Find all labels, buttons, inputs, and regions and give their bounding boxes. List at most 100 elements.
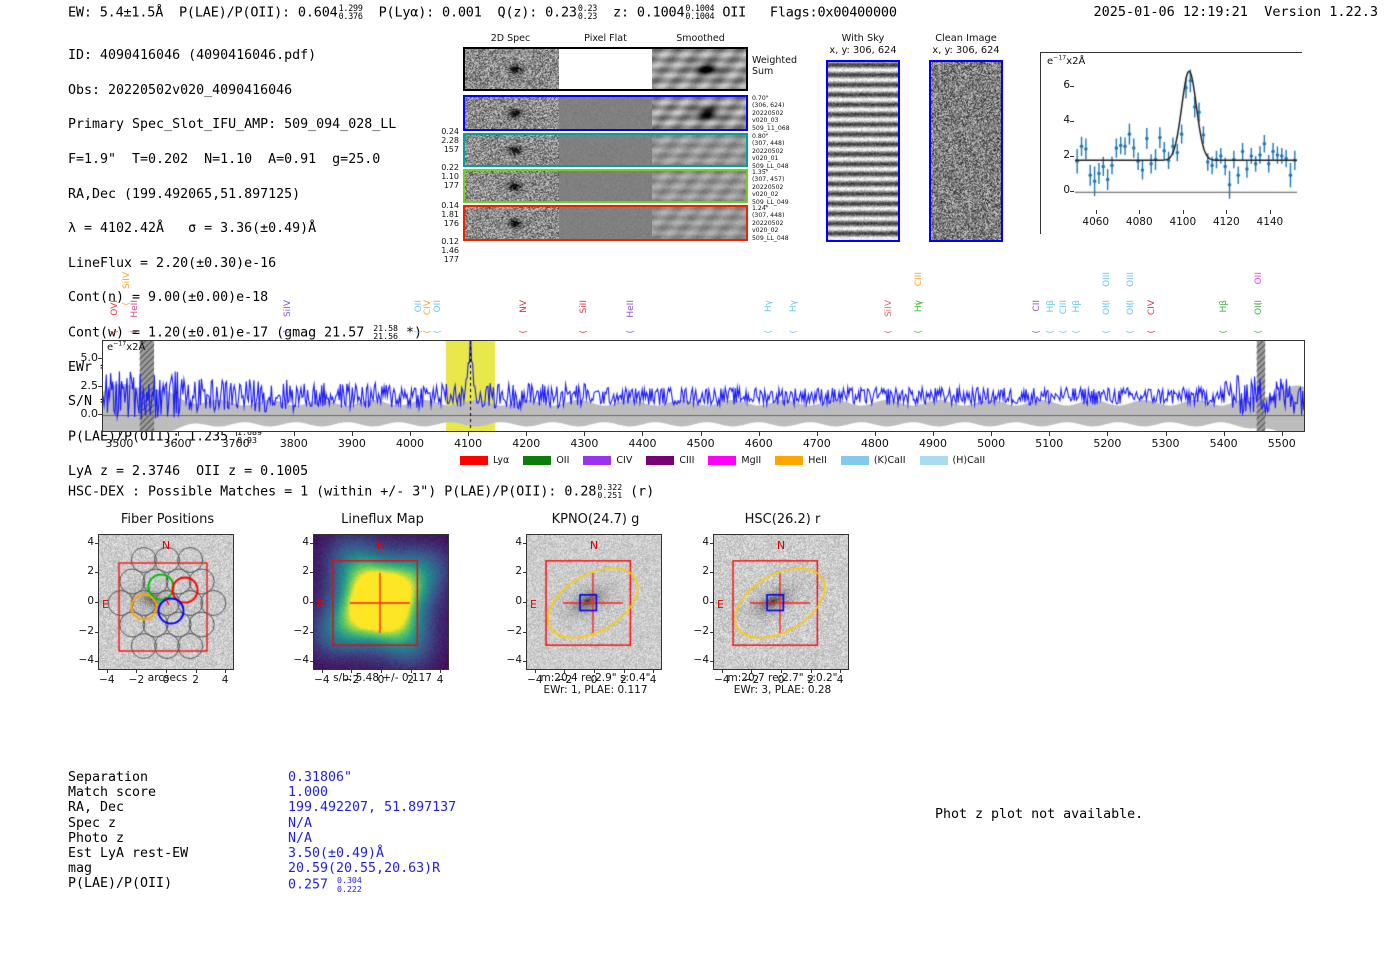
cutout-kpno-g: KPNO(24.7) g m:20.4 re:2.9" s:0.4" EWr: … (488, 512, 703, 712)
cutout-ytick: 0 (87, 595, 94, 607)
info-continuum-wide: Cont(w) = 1.20(±0.01)e-17 (gmag 21.57 21… (68, 323, 423, 342)
info-obs: Obs: 20220502v020_4090416046 (68, 82, 293, 98)
emission-line-tick-glyph: ( (1218, 330, 1229, 334)
emission-line-label: Hβ (1072, 300, 1083, 313)
stamp-image-clean (929, 60, 1003, 242)
weighted-sum-label: Weighted Sum (752, 55, 797, 77)
zoom-plot-ytick-mark (1070, 120, 1074, 122)
cutout-image-lineflux-map[interactable] (313, 534, 449, 670)
info-primary-spec-slot: Primary Spec_Slot_IFU_AMP: 509_094_028_L… (68, 117, 397, 133)
spectrum-xtick-mark (1165, 432, 1167, 436)
table-row-key: mag (68, 861, 93, 877)
emission-line-label: OIII (1254, 300, 1265, 316)
zoom-plot-xtick-mark (1182, 210, 1184, 214)
cutout-image-fiber-positions[interactable] (98, 534, 234, 670)
emission-line-tick-glyph: ( (110, 330, 121, 334)
cutout-ytick: −2 (693, 624, 709, 637)
emission-line-tick-glyph: ( (1059, 330, 1070, 334)
cutout-xtick-mark (321, 670, 323, 673)
table-row-value: 0.31806" (288, 770, 353, 785)
cutout-ytick-mark (710, 542, 713, 544)
spectrum-xtick-mark (177, 432, 179, 436)
cutout-ytick: 2 (515, 565, 522, 578)
spectrum-xtick: 4000 (396, 437, 424, 450)
table-row: Est LyA rest-EW 3.50(±0.49)Å (68, 846, 456, 861)
spectrum-xtick-mark (119, 432, 121, 436)
emission-line-tick-glyph: ( (518, 330, 529, 334)
legend-swatch (708, 456, 737, 465)
spectrum-xtick: 4200 (512, 437, 541, 450)
cutout-ytick-mark (710, 661, 713, 663)
emission-line-tick-glyph: ( (130, 330, 141, 334)
emission-line-label: OIII (1125, 300, 1136, 316)
spectrum-xtick: 4600 (744, 437, 773, 450)
table-row: mag 20.59(20.55,20.63)R (68, 861, 456, 876)
info-seeing-params: F=1.9" T=0.202 N=1.10 A=0.91 g=25.0 (68, 152, 381, 168)
cutout-xtick: −4 (314, 674, 330, 686)
cutout-xtick-mark (594, 670, 595, 673)
header-plae-poii-label: P(LAE)/P(OII): (179, 4, 298, 21)
spectrum-ytick-mark (98, 357, 102, 359)
zoom-plot-xtick: 4100 (1169, 216, 1197, 228)
cutout-xtick-mark (440, 670, 442, 673)
table-row-value: 1.000 (288, 785, 329, 801)
stamp-title-with-sky: With Sky x, y: 306, 624 (829, 33, 897, 56)
cutout-east-label: E (317, 597, 324, 611)
cutout-ytick-mark (710, 631, 713, 633)
cutout-image-hsc-r[interactable] (713, 534, 849, 670)
emission-line-label: Hβ (1218, 300, 1229, 313)
cutout-xtick-mark (166, 670, 167, 673)
legend-label: HeII (808, 455, 827, 466)
cutout-xtick: 0 (377, 674, 385, 686)
legend-swatch (775, 456, 804, 465)
table-row-key: Match score (68, 785, 157, 801)
spectrum-ytick: 5.0 (80, 350, 99, 364)
cutout-ytick: −4 (693, 654, 709, 667)
hsc-dex-summary: HSC-DEX : Possible Matches = 1 (within +… (68, 483, 654, 500)
cutout-xtick-mark (623, 670, 625, 673)
legend-item: MgII (708, 455, 761, 466)
hsc-dex-prefix: HSC-DEX : Possible Matches = 1 (within +… (68, 484, 565, 500)
stamp-image-with-sky (826, 60, 900, 242)
emission-line-tick-glyph: ( (433, 330, 444, 334)
zoom-plot-ytick-mark (1070, 190, 1074, 192)
spectrum-xtick-mark (700, 432, 702, 436)
cutout-ytick-mark (523, 542, 526, 544)
cutout-ytick: −4 (293, 654, 309, 667)
cutout-image-kpno-g[interactable] (526, 534, 662, 670)
header-plae-poii-value: 0.604 (297, 4, 338, 21)
spectrum-xtick: 5200 (1093, 437, 1122, 450)
cutout-xtick: −4 (714, 674, 730, 686)
cutout-ytick: 0 (702, 595, 709, 607)
cutout-xtick-mark (810, 670, 812, 673)
cutout-xtick: 2 (192, 674, 199, 686)
zoom-plot-flux-units: e−17x2Å (1047, 54, 1086, 67)
cutout-east-label: E (102, 597, 109, 611)
cutout-ytick: 2 (702, 565, 709, 578)
cutout-ytick: 4 (515, 535, 522, 548)
legend-label: Lyα (493, 455, 510, 466)
emission-line-tick-glyph: ( (1125, 330, 1136, 334)
cutout-xlabel-arcsecs: arcsecs (147, 672, 188, 684)
table-row-key: Est LyA rest-EW (68, 846, 189, 862)
table-row-key: Photo z (68, 830, 125, 846)
cutout-ytick-mark (95, 602, 98, 603)
cutout-ytick: 4 (302, 535, 309, 548)
cutout-xtick-mark (225, 670, 227, 673)
info-lambda-sigma: λ = 4102.42Å σ = 3.36(±0.49)Å (68, 221, 317, 237)
spectrum-xtick: 5000 (977, 437, 1006, 450)
table-row-key: P(LAE)/P(OII) (68, 876, 173, 892)
emission-line-label: HeII (626, 300, 637, 318)
legend-swatch (523, 456, 552, 465)
column-title-2d-spec: 2D Spec (490, 33, 531, 44)
spec-row-right-labels-2: 0.80" (307, 448) 20220502 v020_01 509_LL… (752, 133, 789, 170)
cutout-north-label: N (589, 539, 599, 552)
legend-item: CIV (583, 455, 632, 466)
legend-item: Lyα (460, 455, 509, 466)
legend-swatch (646, 456, 675, 465)
spectrum-xtick: 5100 (1035, 437, 1064, 450)
table-row-value: 20.59(20.55,20.63)R (288, 861, 441, 877)
spectrum-xtick-mark (235, 432, 237, 436)
emission-line-tick-glyph: ( (763, 330, 774, 334)
cutout-north-label: N (161, 539, 171, 552)
